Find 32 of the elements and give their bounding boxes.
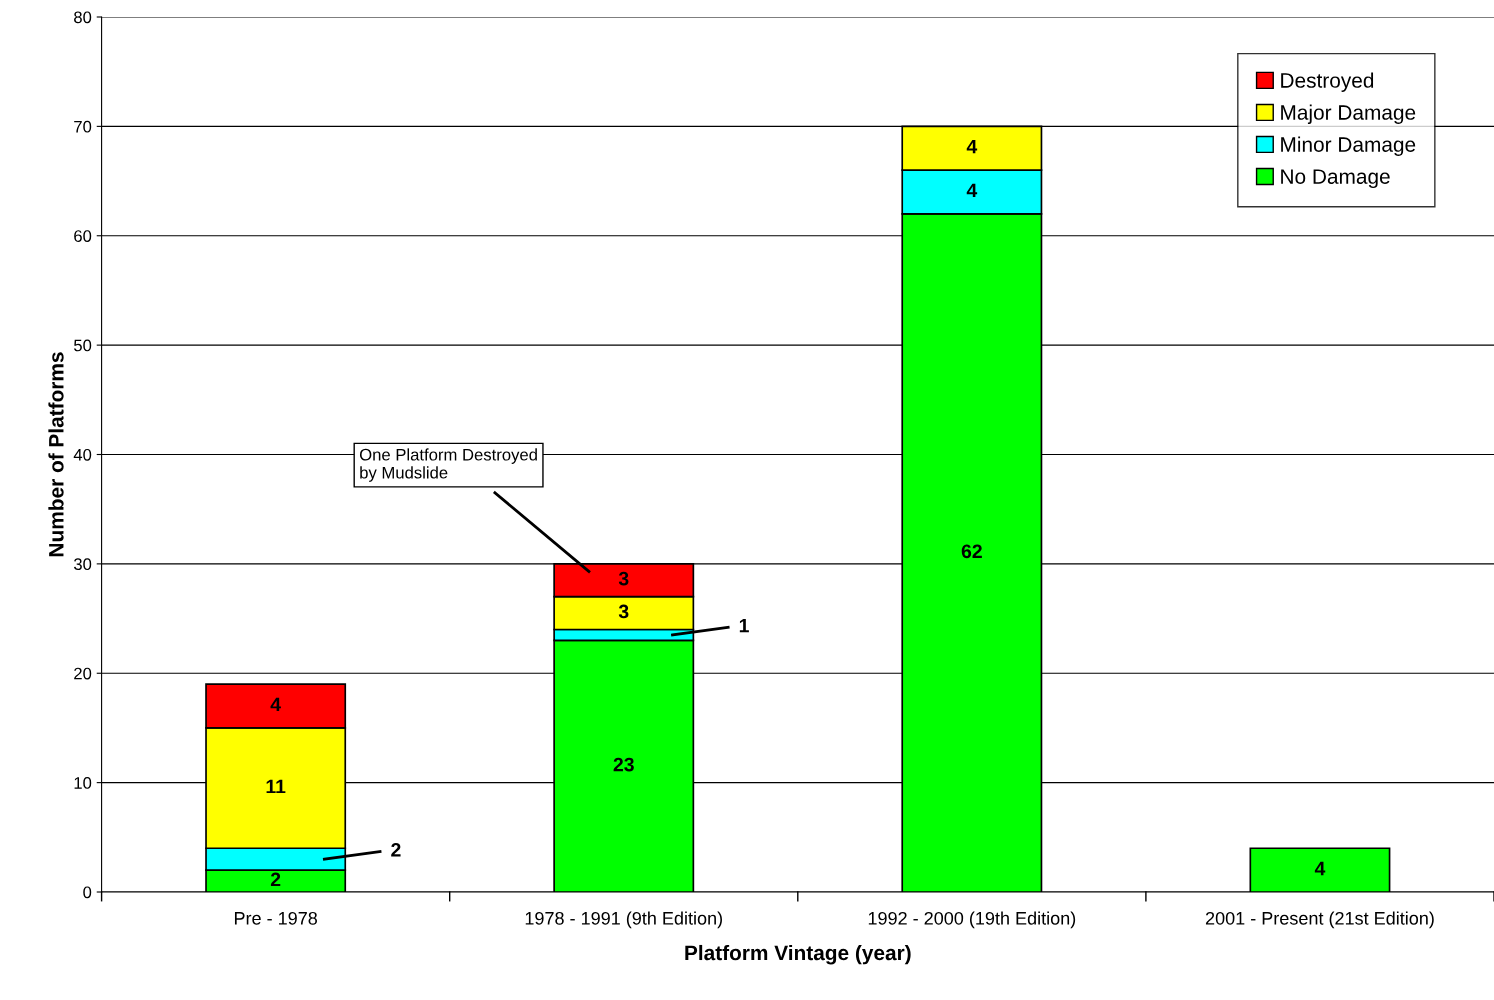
data-label: 3 bbox=[618, 571, 629, 586]
x-tick-label: 1992 - 2000 (19th Edition) bbox=[868, 911, 1076, 929]
x-axis-title: Platform Vintage (year) bbox=[685, 944, 911, 965]
legend-label: Destroyed bbox=[1281, 72, 1374, 92]
legend-label: No Damage bbox=[1281, 169, 1390, 189]
legend-label: Major Damage bbox=[1281, 104, 1416, 124]
data-label: 4 bbox=[966, 183, 978, 198]
y-axis-title: Number of Platforms bbox=[48, 352, 64, 557]
y-tick-label: 50 bbox=[74, 339, 92, 352]
y-tick-label: 40 bbox=[73, 448, 92, 461]
x-tick-label: Pre - 1978 bbox=[234, 911, 318, 925]
x-tick-label: 1978 - 1991 (9th Edition) bbox=[525, 911, 722, 929]
data-label: 4 bbox=[966, 139, 978, 154]
y-tick-label: 0 bbox=[83, 886, 92, 899]
data-label: 4 bbox=[270, 697, 281, 712]
y-tick-label: 20 bbox=[74, 667, 92, 680]
data-label: 23 bbox=[613, 757, 634, 772]
data-label: 2 bbox=[391, 842, 401, 857]
y-tick-label: 30 bbox=[73, 558, 92, 571]
x-tick-label: 2001 - Present (21st Edition) bbox=[1205, 911, 1434, 929]
data-label: 2 bbox=[270, 872, 281, 887]
y-tick-label: 10 bbox=[74, 777, 92, 789]
data-label: 3 bbox=[618, 604, 629, 619]
annotation: One Platform Destroyed by Mudslide bbox=[359, 448, 537, 482]
legend-label: Minor Damage bbox=[1281, 136, 1416, 157]
y-tick-label: 70 bbox=[74, 120, 92, 133]
data-label: 62 bbox=[961, 544, 982, 559]
data-label: 4 bbox=[1314, 861, 1326, 876]
y-tick-label: 60 bbox=[74, 230, 92, 242]
y-tick-label: 80 bbox=[74, 11, 92, 24]
data-label: 1 bbox=[739, 618, 749, 633]
data-label: 11 bbox=[266, 779, 286, 794]
